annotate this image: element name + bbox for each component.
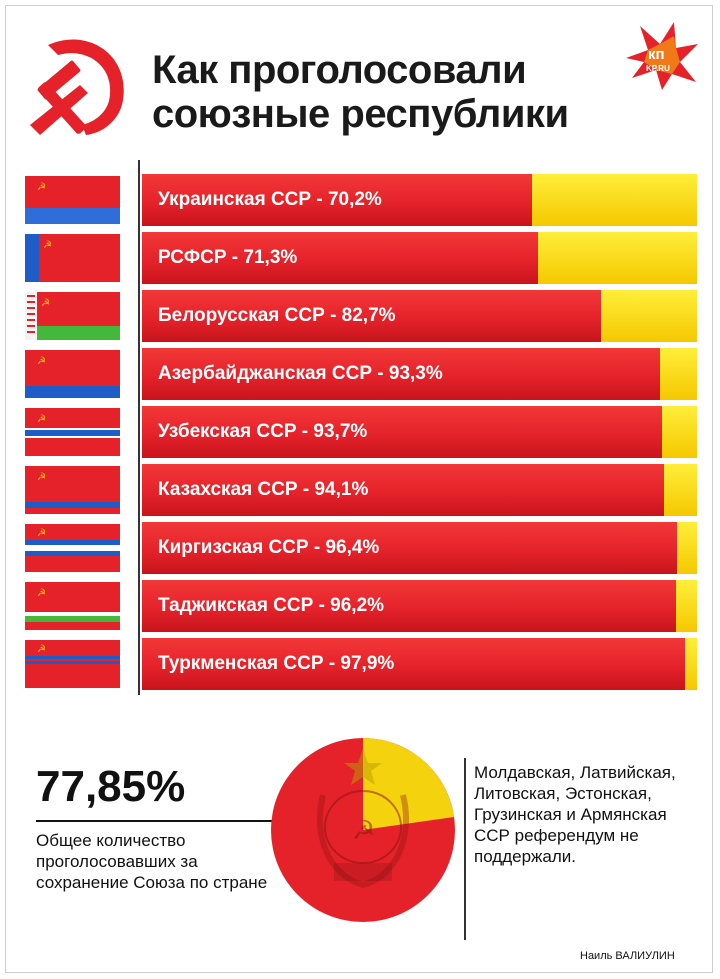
flag-uzbek-ssr: ☭	[25, 408, 120, 456]
bar-row: РСФСР - 71,3%	[142, 232, 697, 284]
svg-text:☭: ☭	[37, 414, 46, 425]
bar-label: Азербайджанская ССР - 93,3%	[158, 363, 443, 384]
flag-kazakh-ssr: ☭	[25, 466, 120, 514]
bar-label: Казахская ССР - 94,1%	[158, 479, 369, 500]
bar-label: Туркменская ССР - 97,9%	[158, 653, 395, 674]
title-line-2: союзные республики	[152, 92, 569, 136]
svg-text:☭: ☭	[37, 588, 46, 599]
note-divider	[464, 758, 466, 940]
bar-value	[142, 522, 678, 574]
logo-text: кп	[648, 46, 665, 63]
svg-text:☭: ☭	[37, 528, 46, 539]
bar-value	[142, 232, 538, 284]
svg-text:☭: ☭	[37, 644, 46, 655]
bar-row: Узбекская ССР - 93,7%	[142, 406, 697, 458]
bar-label: Киргизская ССР - 96,4%	[158, 537, 380, 558]
flag-kyrgyz-ssr: ☭	[25, 524, 120, 572]
bar-row: Туркменская ССР - 97,9%	[142, 638, 697, 690]
author-credit: Наиль ВАЛИУЛИН	[580, 950, 675, 962]
infographic-frame	[5, 5, 713, 973]
svg-text:☭: ☭	[37, 356, 46, 367]
bar-row: Киргизская ССР - 96,4%	[142, 522, 697, 574]
bar-label: Таджикская ССР - 96,2%	[158, 595, 385, 616]
leader-line	[36, 820, 318, 822]
logo-subtext: KP.RU	[646, 64, 670, 73]
flag-tajik-ssr: ☭	[25, 582, 120, 630]
flag-ukrainian-ssr: ☭	[25, 176, 120, 224]
bar-label: РСФСР - 71,3%	[158, 247, 298, 268]
bar-value	[142, 290, 601, 342]
bar-row: Белорусская ССР - 82,7%	[142, 290, 697, 342]
total-caption: Общее количество проголосовавших за сохр…	[36, 831, 268, 892]
ussr-emblem-pie: ☭	[271, 738, 455, 922]
kp-logo	[626, 22, 698, 90]
flag-turkmen-ssr: ☭	[25, 640, 120, 688]
bar-row: Украинская ССР - 70,2%	[142, 174, 697, 226]
flag-azerbaijan-ssr: ☭	[25, 350, 120, 398]
chart-axis-line	[138, 160, 140, 695]
total-percentage: 77,85%	[36, 762, 186, 811]
title-line-1: Как проголосовали	[152, 48, 527, 92]
bar-row: Казахская ССР - 94,1%	[142, 464, 697, 516]
svg-text:☭: ☭	[352, 816, 375, 846]
bar-value	[142, 348, 660, 400]
bar-label: Белорусская ССР - 82,7%	[158, 305, 396, 326]
bar-row: Таджикская ССР - 96,2%	[142, 580, 697, 632]
bar-label: Узбекская ССР - 93,7%	[158, 421, 368, 442]
flag-belarusian-ssr: ☭	[25, 292, 120, 340]
svg-text:☭: ☭	[41, 298, 50, 309]
svg-text:☭: ☭	[43, 240, 52, 251]
bar-row: Азербайджанская ССР - 93,3%	[142, 348, 697, 400]
bar-value	[142, 174, 532, 226]
bar-value	[142, 464, 665, 516]
bar-value	[142, 638, 686, 690]
flag-rsfsr: ☭	[25, 234, 120, 282]
referendum-note: Молдавская, Латвийская, Литовская, Эстон…	[474, 763, 676, 866]
page-title: Как проголосовали союзные республики	[152, 48, 569, 136]
svg-text:☭: ☭	[37, 182, 46, 193]
bar-value	[142, 580, 676, 632]
bar-label: Украинская ССР - 70,2%	[158, 189, 382, 210]
svg-text:☭: ☭	[37, 472, 46, 483]
hammer-sickle-icon	[30, 39, 124, 135]
bar-value	[142, 406, 663, 458]
